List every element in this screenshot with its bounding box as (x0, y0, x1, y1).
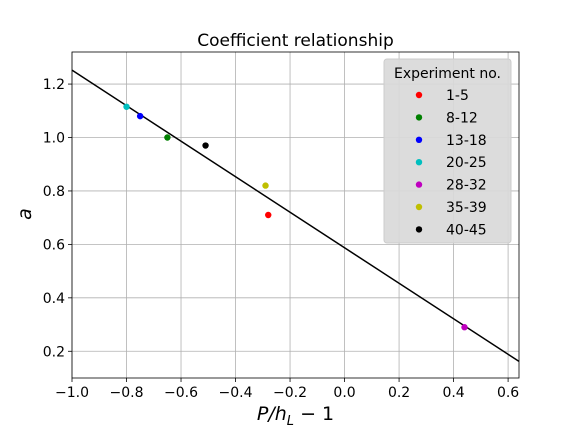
x-axis-label-main: P/h (257, 403, 287, 425)
legend-marker (415, 159, 423, 166)
legend: Experiment no. 1-5 8-12 13-18 20-25 28-32 35-… (383, 58, 512, 244)
legend-label: 13-18 (446, 133, 487, 149)
legend-label: 8-12 (446, 110, 478, 126)
x-axis-label-subscript: L (287, 414, 294, 429)
y-tick-label: 0.6 (43, 237, 65, 253)
y-tick-label: 1.2 (43, 77, 65, 93)
fit-line (71, 69, 520, 363)
chart-title: Coefficient relationship (197, 31, 393, 51)
legend-label: 28-32 (446, 178, 487, 194)
x-tick-label: −0.2 (273, 385, 307, 401)
legend-items: 1-5 8-12 13-18 20-25 28-32 35-39 40-45 (415, 88, 487, 238)
x-tick-label: 0.4 (442, 385, 464, 401)
legend-label: 20-25 (446, 155, 487, 171)
legend-label: 35-39 (446, 200, 487, 216)
data-point-8-12 (164, 134, 171, 141)
legend-title: Experiment no. (394, 66, 501, 82)
legend-box (383, 58, 512, 244)
x-tick-label: 0.0 (333, 385, 355, 401)
legend-marker (415, 114, 423, 121)
plot-frame (71, 51, 520, 379)
legend-label: 40-45 (446, 222, 487, 238)
data-point-20-25 (123, 103, 130, 110)
y-ticks: 0.2 0.4 0.6 0.8 1.0 1.2 (43, 77, 72, 360)
x-tick-label: −1.0 (55, 385, 89, 401)
y-tick-label: 0.4 (43, 291, 65, 307)
legend-label: 1-5 (446, 88, 469, 104)
y-tick-label: 0.8 (43, 184, 65, 200)
legend-marker (415, 203, 423, 211)
x-tick-label: 0.2 (388, 385, 410, 401)
fit-line-group (71, 69, 520, 363)
data-points (123, 103, 468, 331)
x-tick-label: −0.6 (164, 385, 198, 401)
data-point-1-5 (265, 211, 272, 219)
x-tick-label: 0.6 (497, 385, 519, 401)
data-point-13-18 (136, 112, 144, 120)
legend-marker (415, 91, 423, 99)
y-axis-label: a (14, 208, 36, 220)
data-point-28-32 (461, 324, 468, 331)
data-point-40-45 (202, 142, 209, 149)
y-tick-label: 1.0 (43, 131, 65, 147)
x-tick-label: −0.8 (110, 385, 144, 401)
x-tick-label: −0.4 (219, 385, 253, 401)
legend-marker (415, 226, 423, 233)
legend-marker (415, 181, 423, 188)
y-tick-label: 0.2 (43, 344, 65, 360)
x-axis-label-suffix: − 1 (294, 403, 334, 425)
x-ticks: −1.0 −0.8 −0.6 −0.4 −0.2 0.0 0.2 0.4 0.6 (55, 378, 519, 401)
x-axis-label: P/hL − 1 (257, 403, 334, 429)
data-point-35-39 (262, 182, 269, 189)
legend-marker (415, 136, 423, 143)
